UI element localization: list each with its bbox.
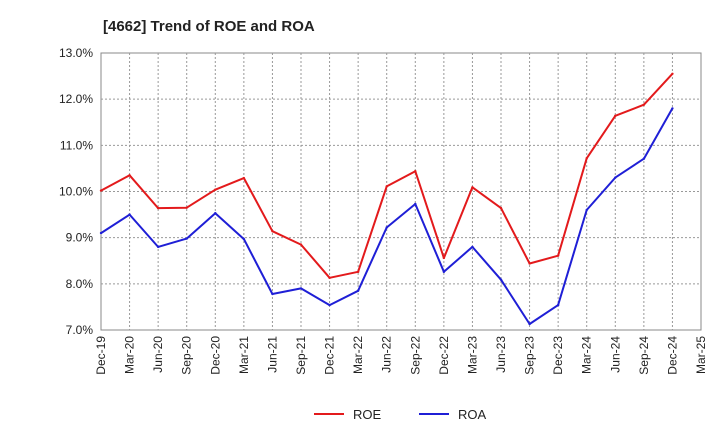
y-tick-label: 13.0% bbox=[59, 46, 93, 60]
x-tick-label: Dec-24 bbox=[665, 336, 679, 375]
data-point-roe bbox=[214, 188, 217, 191]
data-point-roe bbox=[356, 270, 360, 274]
x-tick-label: Sep-21 bbox=[294, 336, 308, 375]
data-point-roa bbox=[156, 245, 160, 249]
data-point-roa bbox=[385, 226, 388, 229]
data-point-roe bbox=[671, 72, 674, 75]
chart-title: [4662] Trend of ROE and ROA bbox=[103, 18, 315, 35]
x-axis: Dec-19 Mar-20 Jun-20 Sep-20 Dec-20 Mar-21 Jun-… bbox=[94, 336, 708, 375]
y-axis: 7.0% 8.0% 9.0% 10.0% 11.0% 12.0% 13.0% bbox=[59, 46, 93, 337]
data-point-roe bbox=[499, 206, 503, 210]
data-point-roe bbox=[442, 256, 446, 260]
data-point-roe bbox=[328, 276, 331, 280]
x-tick-label: Mar-22 bbox=[351, 336, 365, 374]
data-point-roe bbox=[299, 243, 303, 246]
x-tick-label: Jun-20 bbox=[151, 336, 165, 373]
legend: ROE ROA bbox=[314, 407, 487, 422]
x-tick-label: Mar-20 bbox=[123, 336, 137, 374]
data-point-roe bbox=[242, 176, 246, 180]
data-point-roa bbox=[356, 289, 360, 292]
data-point-roa bbox=[585, 208, 588, 212]
data-point-roe bbox=[585, 157, 588, 160]
x-tick-label: Dec-23 bbox=[551, 336, 565, 375]
y-tick-label: 8.0% bbox=[66, 277, 94, 291]
data-point-roe bbox=[614, 114, 617, 117]
data-point-roa bbox=[299, 287, 303, 290]
data-point-roe bbox=[385, 185, 388, 188]
x-tick-label: Jun-22 bbox=[380, 336, 394, 373]
data-point-roa bbox=[442, 270, 446, 274]
x-tick-label: Dec-20 bbox=[208, 336, 222, 375]
data-point-roe bbox=[471, 186, 474, 189]
x-tick-label: Jun-21 bbox=[265, 336, 279, 373]
x-tick-label: Mar-23 bbox=[465, 336, 479, 374]
data-point-roa bbox=[242, 237, 246, 241]
y-tick-label: 7.0% bbox=[66, 323, 94, 337]
data-point-roe bbox=[156, 206, 160, 210]
data-point-roa bbox=[614, 176, 617, 179]
data-point-roa bbox=[214, 211, 217, 215]
x-tick-label: Dec-19 bbox=[94, 336, 108, 375]
data-point-roa bbox=[185, 237, 188, 240]
data-point-roe bbox=[271, 230, 274, 233]
data-point-roe bbox=[185, 206, 188, 209]
x-tick-label: Jun-23 bbox=[494, 336, 508, 373]
data-point-roa bbox=[671, 107, 674, 110]
data-point-roe bbox=[128, 174, 131, 177]
x-tick-label: Mar-21 bbox=[237, 336, 251, 374]
legend-label-roa: ROA bbox=[458, 407, 487, 422]
x-tick-label: Dec-22 bbox=[437, 336, 451, 375]
y-tick-label: 12.0% bbox=[59, 92, 93, 106]
x-tick-label: Sep-24 bbox=[637, 336, 651, 375]
data-point-roe bbox=[642, 103, 646, 106]
legend-label-roe: ROE bbox=[353, 407, 382, 422]
y-tick-label: 10.0% bbox=[59, 185, 93, 199]
data-point-roa bbox=[528, 322, 531, 326]
x-tick-label: Sep-20 bbox=[180, 336, 194, 375]
x-tick-label: Sep-22 bbox=[408, 336, 422, 375]
gridlines bbox=[101, 53, 701, 330]
data-point-roe bbox=[528, 262, 531, 265]
x-tick-label: Sep-23 bbox=[523, 336, 537, 375]
data-point-roa bbox=[471, 245, 474, 249]
data-point-roa bbox=[271, 292, 274, 296]
y-tick-label: 11.0% bbox=[60, 138, 93, 152]
x-tick-label: Jun-24 bbox=[608, 336, 622, 373]
data-point-roa bbox=[499, 278, 503, 281]
data-point-roa bbox=[642, 157, 646, 160]
data-point-roa bbox=[556, 303, 560, 307]
data-point-roe bbox=[99, 189, 103, 192]
data-point-roa bbox=[128, 213, 131, 216]
data-point-roa bbox=[414, 202, 417, 206]
data-point-roa bbox=[99, 231, 103, 235]
data-point-roe bbox=[556, 254, 560, 257]
x-tick-label: Dec-21 bbox=[323, 336, 337, 375]
y-tick-label: 9.0% bbox=[66, 231, 94, 245]
data-point-roe bbox=[414, 169, 417, 173]
x-tick-label: Mar-24 bbox=[580, 336, 594, 374]
data-point-roa bbox=[328, 303, 331, 307]
series-lines bbox=[99, 72, 674, 326]
x-tick-label: Mar-25 bbox=[694, 336, 708, 374]
